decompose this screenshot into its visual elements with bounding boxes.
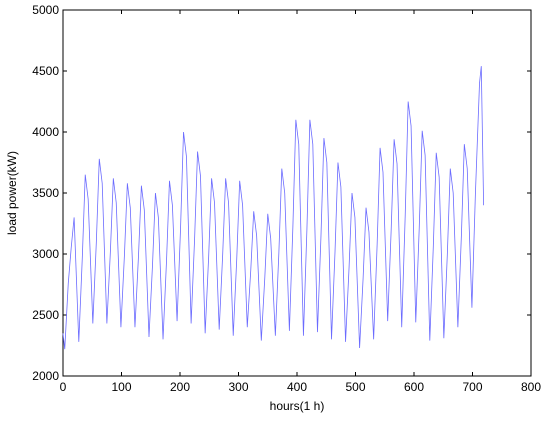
- x-tick-label: 500: [345, 380, 365, 394]
- line-series: [62, 66, 485, 350]
- plot-frame: [62, 9, 532, 377]
- y-tick-label: 4000: [32, 125, 59, 139]
- x-tick-label: 400: [287, 380, 307, 394]
- x-tick-label: 300: [228, 380, 248, 394]
- x-tick-label: 100: [111, 380, 131, 394]
- x-tick-label: 600: [404, 380, 424, 394]
- y-tick-label: 3500: [32, 186, 59, 200]
- x-axis-label: hours(1 h): [270, 399, 325, 413]
- y-tick-label: 2500: [32, 308, 59, 322]
- x-tick-label: 800: [521, 380, 541, 394]
- x-tick-label: 200: [170, 380, 190, 394]
- x-tick-label: 700: [462, 380, 482, 394]
- y-tick-label: 3000: [32, 247, 59, 261]
- y-tick-label: 4500: [32, 64, 59, 78]
- y-axis-label: load power(kW): [5, 151, 19, 235]
- y-tick-label: 2000: [32, 369, 59, 383]
- x-tick-label: 0: [60, 380, 67, 394]
- y-tick-label: 5000: [32, 3, 59, 17]
